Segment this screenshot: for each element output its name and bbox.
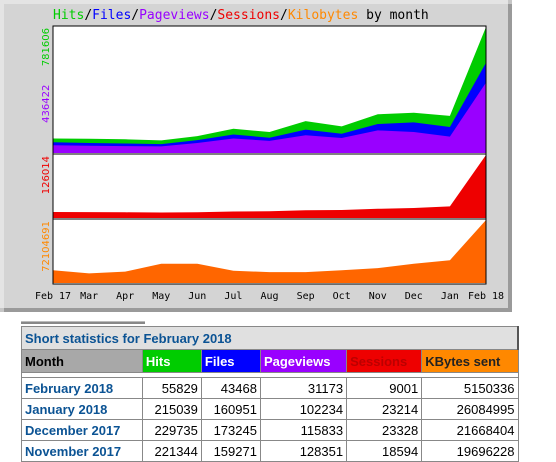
files-cell: 43468 [200,377,261,399]
x-tick-label: May [152,291,170,302]
sessions-cell: 23214 [346,398,423,420]
chart-title-part: Files [92,8,131,23]
files-cell: 173245 [200,419,261,441]
x-tick-label: Apr [116,291,134,302]
month-link[interactable]: December 2017 [21,419,143,441]
pageviews-cell: 102234 [259,398,348,420]
month-link[interactable]: November 2017 [21,440,143,462]
kbytes-cell: 19696228 [421,440,519,462]
chart-title-part: Hits [53,8,84,23]
chart-title-part: / [131,8,139,23]
series-area-hits [53,27,486,153]
header-files: Files [200,349,261,373]
chart-title-part: / [210,8,218,23]
x-tick-label: Jul [224,291,242,302]
chart-title-part: / [84,8,92,23]
chart-panel-1: 126014 [41,153,487,220]
header-kbytes: KBytes sent [421,349,519,373]
pageviews-cell: 115833 [259,419,348,441]
chart-title-part: / [280,8,288,23]
table-row: December 2017 229735 173245 115833 23328… [21,419,519,441]
month-link[interactable]: February 2018 [21,377,143,399]
pageviews-cell: 31173 [259,377,348,399]
chart-title-part: Sessions [217,8,280,23]
hits-cell: 221344 [141,440,202,462]
x-tick-label: Jan [441,291,459,302]
x-tick-label: Sep [297,291,315,302]
y-mid-label: 436422 [41,85,52,123]
table-row: November 2017 221344 159271 128351 18594… [21,440,519,462]
short-stats-table: Short statistics for February 2018 Month… [21,326,519,462]
kbytes-cell: 26084995 [421,398,519,420]
x-tick-label: Dec [405,291,423,302]
x-tick-label: Mar [80,291,98,302]
x-tick-label: Nov [369,291,387,302]
chart-panel-2: 72104691 [41,218,487,285]
stats-top-rule [21,321,145,324]
table-row: February 2018 55829 43468 31173 9001 515… [21,377,519,399]
chart-title: Hits/Files/Pageviews/Sessions/Kilobytes … [53,8,429,23]
series-area-pageviews [53,82,486,153]
files-cell: 159271 [200,440,261,462]
x-tick-label: Oct [333,291,351,302]
series-area-kilobytes [53,220,486,283]
pageviews-cell: 128351 [259,440,348,462]
panel-border [52,218,487,285]
x-tick-label: Jun [188,291,206,302]
monthly-chart: Hits/Files/Pageviews/Sessions/Kilobytes … [0,0,512,312]
x-tick-label: Aug [260,291,278,302]
short-stats-section: Short statistics for February 2018 Month… [21,321,519,462]
month-link[interactable]: January 2018 [21,398,143,420]
header-hits: Hits [141,349,202,373]
chart-panel-0: 781606 436422 [41,25,487,155]
y-max-label: 781606 [41,28,52,66]
y-max-label: 126014 [41,156,52,194]
series-area-sessions [53,155,486,218]
kbytes-cell: 5150336 [421,377,519,399]
monthly-graph-panel: Hits/Files/Pageviews/Sessions/Kilobytes … [0,0,512,312]
sessions-cell: 23328 [346,419,423,441]
stats-title: Short statistics for February 2018 [21,326,519,350]
x-tick-label: Feb 17 [35,291,71,302]
header-month: Month [21,349,143,373]
header-pageviews: Pageviews [259,349,348,373]
hits-cell: 229735 [141,419,202,441]
sessions-cell: 18594 [346,440,423,462]
files-cell: 160951 [200,398,261,420]
hits-cell: 215039 [141,398,202,420]
y-max-label: 72104691 [41,221,52,272]
kbytes-cell: 21668404 [421,419,519,441]
header-sessions: Sessions [346,349,423,373]
chart-title-part: Pageviews [139,8,209,23]
table-row: January 2018 215039 160951 102234 23214 … [21,398,519,420]
chart-title-part: Kilobytes [288,8,358,23]
sessions-cell: 9001 [346,377,423,399]
chart-title-part: by month [358,8,428,23]
hits-cell: 55829 [141,377,202,399]
x-tick-label: Feb 18 [468,291,504,302]
